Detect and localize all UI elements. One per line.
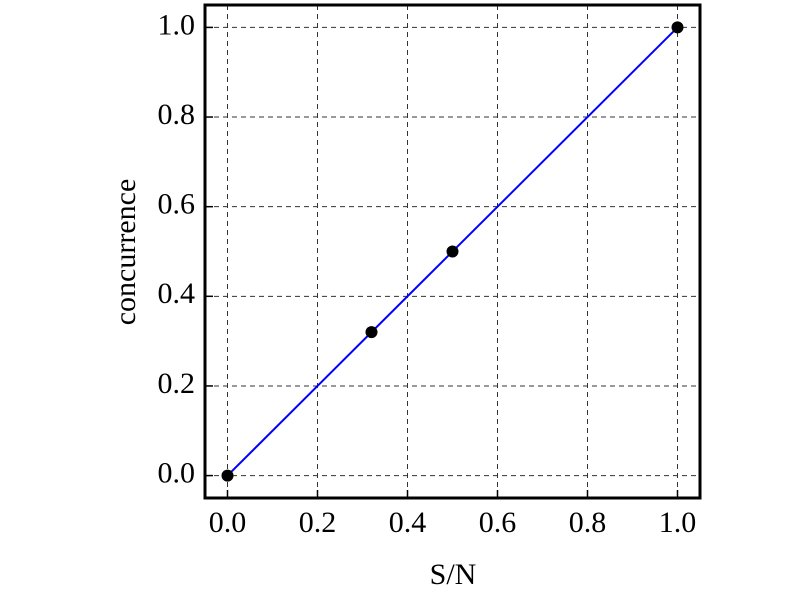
data-point xyxy=(446,245,459,258)
x-tick-label: 0.4 xyxy=(389,506,427,539)
y-tick-label: 0.4 xyxy=(158,277,196,310)
y-tick-label: 1.0 xyxy=(158,8,196,41)
x-tick-label: 0.2 xyxy=(299,506,337,539)
x-axis-label: S/N xyxy=(430,558,477,591)
x-tick-label: 0.6 xyxy=(479,506,517,539)
y-tick-label: 0.2 xyxy=(158,367,196,400)
plot-frame xyxy=(203,3,702,500)
y-tick-label: 0.6 xyxy=(158,188,196,221)
y-axis-label: concurrence xyxy=(109,179,142,326)
data-point xyxy=(365,326,378,339)
x-tick-label: 0.0 xyxy=(209,506,247,539)
x-tick-label: 1.0 xyxy=(659,506,697,539)
data-point xyxy=(221,469,234,482)
data-point xyxy=(671,21,684,34)
y-tick-label: 0.0 xyxy=(158,456,196,489)
x-tick-label: 0.8 xyxy=(569,506,607,539)
y-tick-label: 0.8 xyxy=(158,98,196,131)
